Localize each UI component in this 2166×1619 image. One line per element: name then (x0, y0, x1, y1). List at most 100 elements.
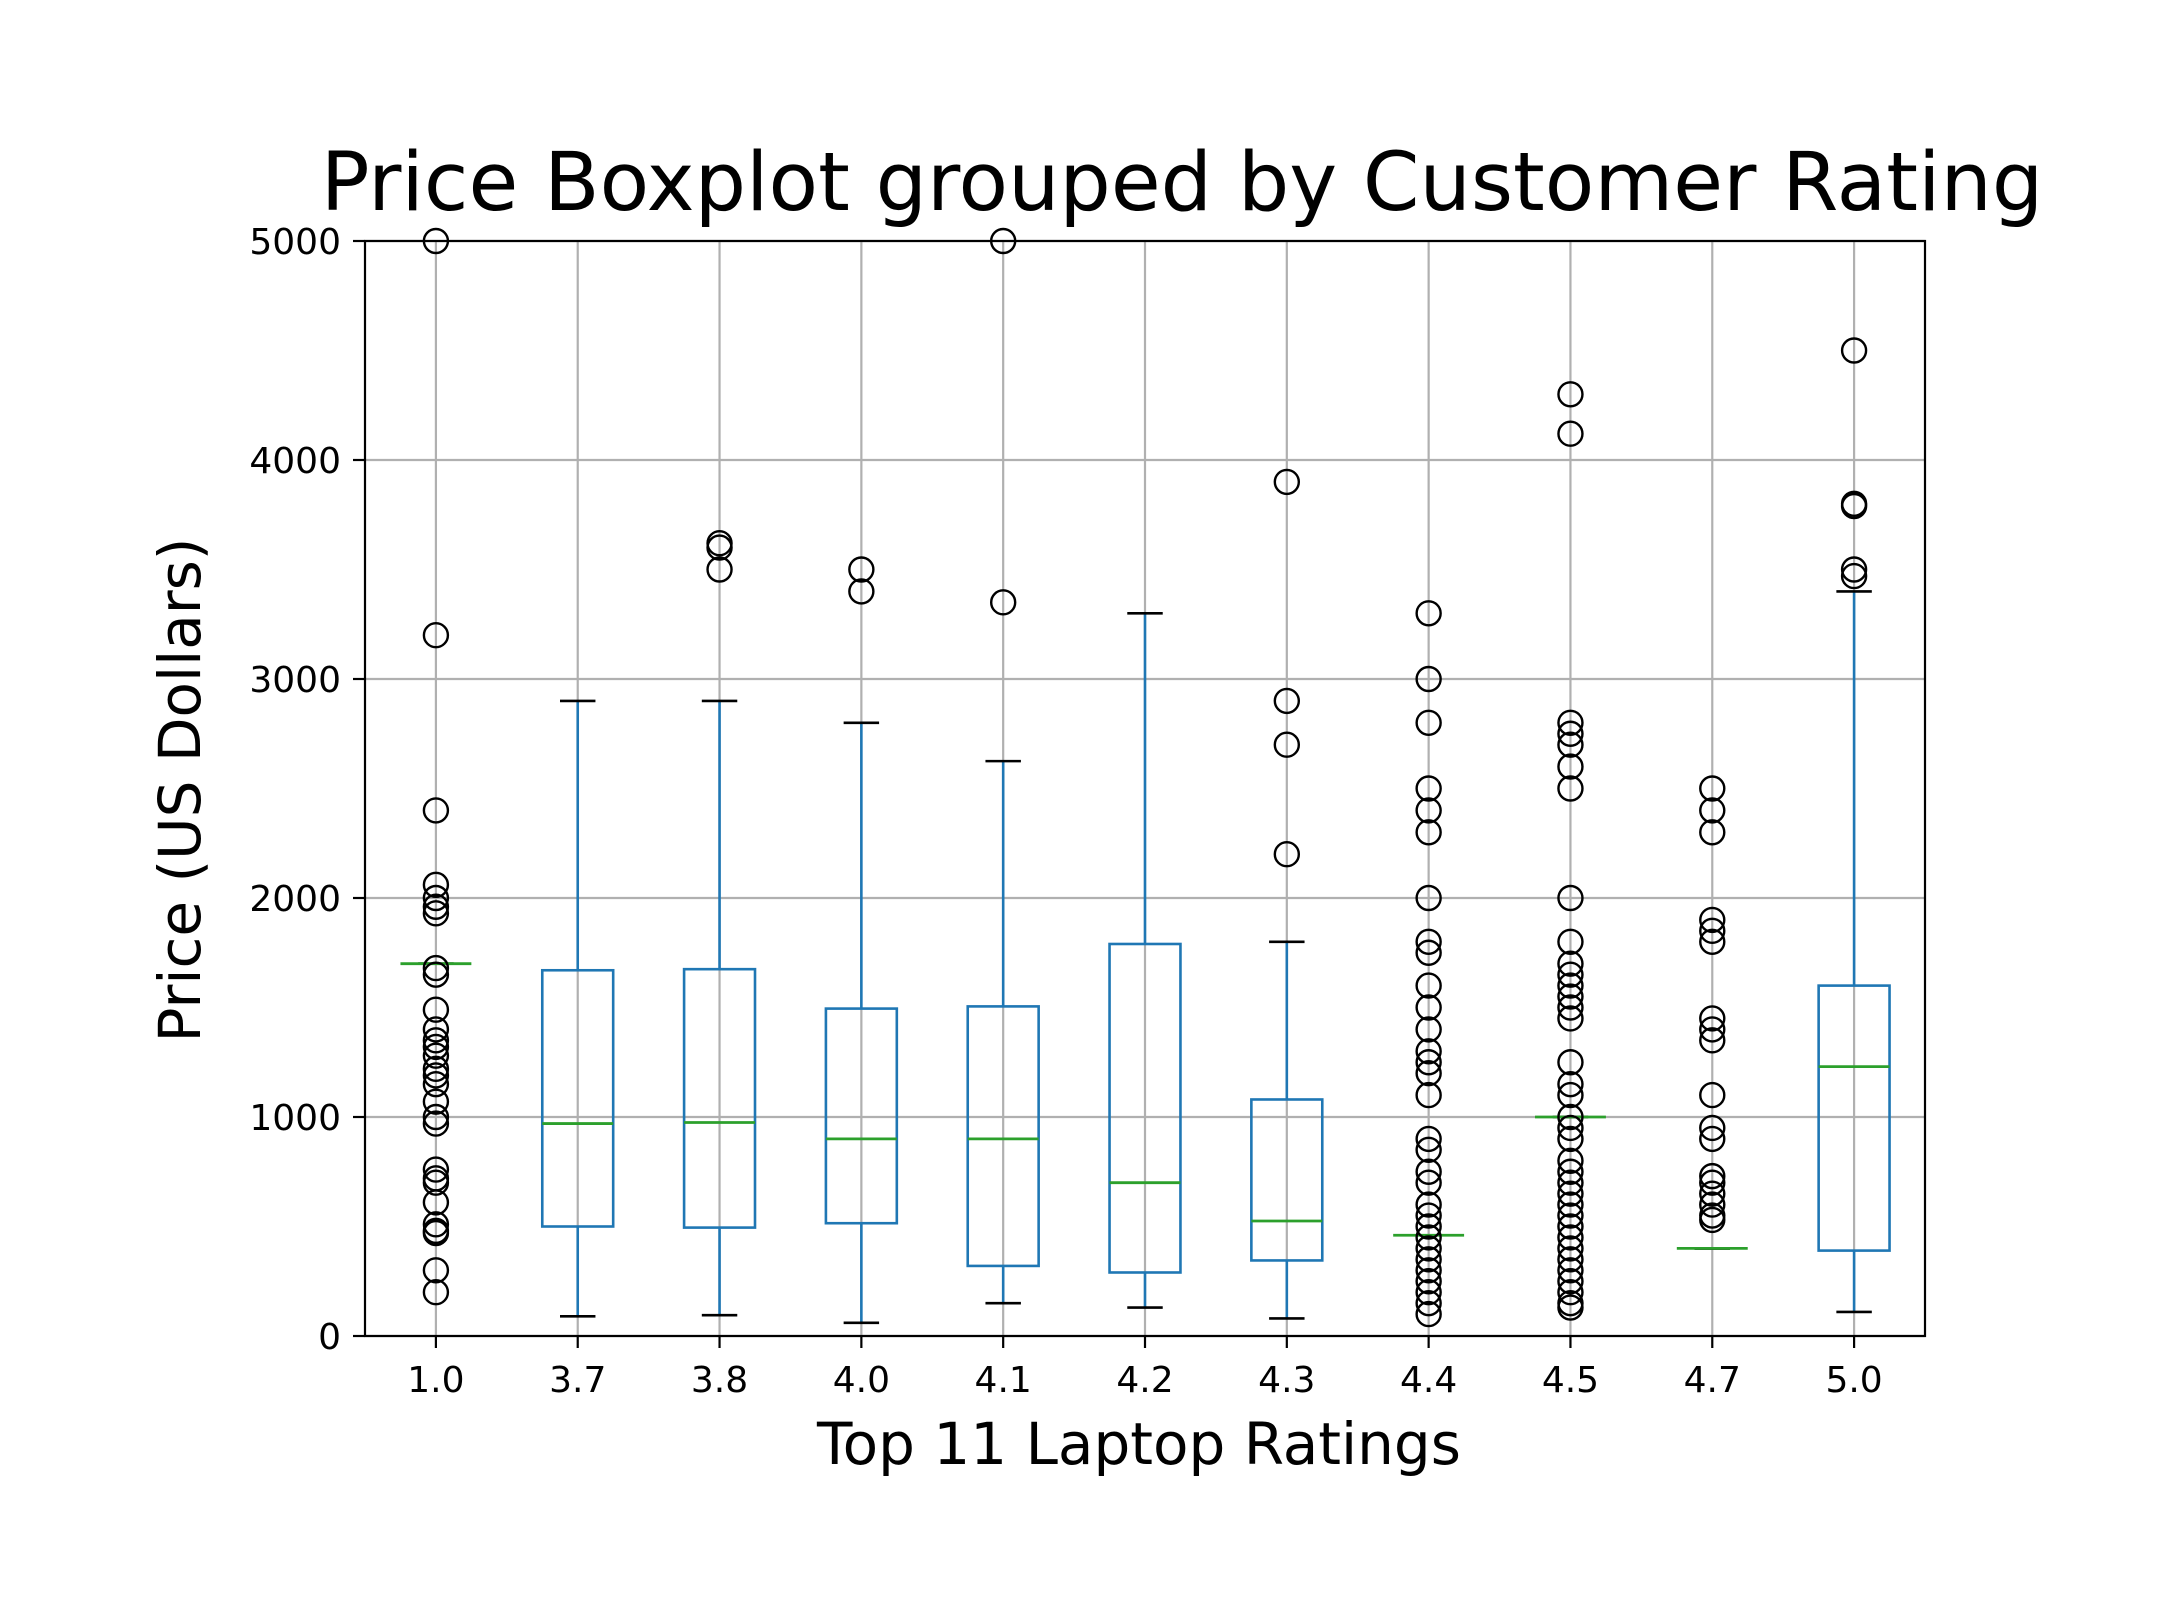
outlier-point (1557, 1257, 1584, 1284)
x-tick-label: 1.0 (407, 1360, 464, 1401)
outlier-point (989, 589, 1017, 616)
outlier-point (1415, 600, 1442, 627)
outlier-point (1415, 1213, 1442, 1240)
outlier-point (1699, 1016, 1726, 1043)
iqr-box (1108, 942, 1182, 1274)
outlier-point (422, 871, 450, 899)
outlier-point (422, 996, 450, 1023)
x-tick-label: 5.0 (1825, 1360, 1882, 1401)
outlier-point (1415, 1268, 1442, 1295)
outlier-point (1415, 1235, 1442, 1262)
outlier-point (1415, 994, 1442, 1021)
outlier-point (1699, 819, 1726, 846)
outlier-point (1557, 884, 1584, 912)
outlier-point (1557, 1268, 1584, 1295)
outlier-point (1557, 994, 1584, 1021)
outlier-point (422, 1219, 450, 1247)
outlier-point (1415, 1169, 1442, 1196)
y-tick-label: 4000 (249, 441, 341, 482)
outlier-point (706, 556, 733, 583)
x-tick-label: 4.3 (1258, 1360, 1315, 1401)
iqr-box (1250, 1098, 1324, 1262)
outlier-point (1699, 1125, 1726, 1153)
outlier-point (1415, 1257, 1442, 1284)
iqr-box (540, 968, 615, 1228)
outlier-point (848, 578, 875, 605)
iqr-box (966, 1005, 1040, 1268)
box-group-4.7 (1676, 775, 1748, 1250)
x-tick-label: 4.1 (975, 1360, 1032, 1401)
box-series (400, 227, 1891, 1328)
outlier-point (1699, 1169, 1726, 1196)
outlier-point (1557, 950, 1584, 977)
outlier-point (422, 1110, 450, 1137)
outlier-point (1415, 884, 1442, 912)
outlier-point (1557, 1103, 1584, 1131)
iqr-box (824, 1007, 899, 1225)
outlier-point (1415, 1300, 1442, 1328)
outlier-point (1557, 731, 1584, 758)
box-group-4.3 (1250, 468, 1324, 1320)
outlier-point (1557, 1169, 1584, 1196)
outlier-point (1415, 1125, 1442, 1153)
outlier-point (1415, 1049, 1442, 1076)
y-tick-label: 2000 (249, 879, 341, 920)
outlier-point (1273, 468, 1301, 496)
outlier-point (1415, 939, 1442, 966)
outlier-point (1557, 1147, 1584, 1175)
outlier-point (1415, 1278, 1442, 1306)
outlier-point (1699, 1081, 1726, 1109)
outlier-point (1415, 1202, 1442, 1229)
box-group-3.7 (540, 699, 615, 1318)
outlier-point (422, 1257, 450, 1284)
box-group-4.5 (1535, 381, 1606, 1321)
outlier-point (706, 534, 733, 561)
outlier-point (422, 1211, 450, 1238)
outlier-point (1415, 1059, 1442, 1087)
x-tick-label: 4.4 (1400, 1360, 1457, 1401)
outlier-point (1699, 906, 1726, 934)
y-axis-label: Price (US Dollars) (146, 538, 214, 1043)
outlier-point (1273, 841, 1301, 868)
outlier-point (848, 556, 875, 583)
box-group-4.0 (824, 556, 899, 1325)
outlier-point (1557, 1224, 1584, 1251)
iqr-box (682, 967, 757, 1229)
outlier-point (1699, 797, 1726, 824)
outlier-point (1273, 731, 1301, 758)
x-tick-label: 3.7 (549, 1360, 606, 1401)
chart-title: Price Boxplot grouped by Customer Rating (321, 136, 2044, 230)
outlier-point (1415, 1289, 1442, 1317)
outlier-point (1557, 1278, 1584, 1306)
outlier-point (1557, 1081, 1584, 1109)
outlier-point (422, 1088, 450, 1115)
outlier-point (1840, 337, 1868, 364)
outlier-point (1557, 1180, 1584, 1207)
outlier-point (1699, 775, 1726, 802)
outlier-point (1840, 556, 1868, 583)
outlier-point (422, 954, 450, 982)
outlier-point (1557, 381, 1584, 408)
outlier-point (1415, 1191, 1442, 1218)
outlier-point (1840, 492, 1868, 520)
outlier-point (422, 1070, 450, 1098)
outlier-point (1415, 972, 1442, 999)
outlier-point (422, 1016, 450, 1043)
outlier-point (1840, 562, 1868, 590)
outlier-point (1557, 1070, 1584, 1098)
outlier-point (1557, 1005, 1584, 1032)
outlier-point (422, 900, 450, 927)
outlier-point (1557, 1125, 1584, 1153)
x-tick-label: 3.8 (691, 1360, 748, 1401)
axis-ticks: 0 1000 2000 3000 4000 5000 1.0 3.7 3.8 4.0 4.1 4.2 4… (249, 222, 1882, 1401)
box-group-4.2 (1108, 611, 1182, 1309)
outlier-point (1557, 972, 1584, 999)
y-tick-label: 1000 (249, 1098, 341, 1139)
outlier-point (1557, 1114, 1584, 1142)
outlier-point (422, 1156, 450, 1183)
outlier-point (1415, 665, 1442, 693)
outlier-point (1699, 917, 1726, 945)
